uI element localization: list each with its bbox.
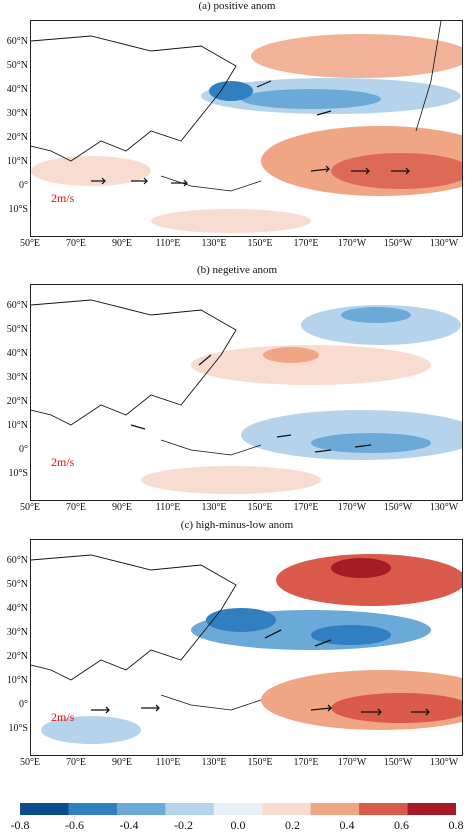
lon-label: 130°W [429,502,459,513]
lon-label: 50°E [19,757,41,768]
panel-b-scale-label: 2m/s [51,455,75,469]
lon-label: 70°E [65,502,87,513]
lat-label: 0° [19,699,28,710]
lon-label: 170°W [337,757,367,768]
lat-label: 60°N [6,300,28,311]
lat-label: 40°N [6,348,28,359]
colorbar-segment [213,803,263,815]
lat-label: 50°N [6,324,28,335]
lon-label: 130°W [429,757,459,768]
lat-label: 0° [19,444,28,455]
lat-label: 30°N [6,108,28,119]
map-panel-a: 2m/s [30,20,463,237]
lat-label: 60°N [6,555,28,566]
map-c-svg [31,554,462,744]
lon-label: 50°E [19,238,41,249]
colorbar-tick-label: 0.0 [230,818,246,832]
colorbar-tick-label: -0.6 [65,818,84,832]
lat-label: 0° [19,180,28,191]
lat-label: 20°N [6,396,28,407]
colorbar-segment [20,803,69,815]
lat-label: 30°N [6,627,28,638]
lon-label: 170°E [293,757,319,768]
lat-label: 10°N [6,156,28,167]
colorbar-tick-label: -0.8 [10,818,30,832]
lon-label: 150°E [247,757,273,768]
colorbar-segment [68,803,118,815]
colorbar-segment [359,803,409,815]
lon-label: 110°E [155,238,181,249]
lat-label: 20°N [6,132,28,143]
map-panel-b: 2m/s [30,284,463,501]
lon-label: 90°E [111,502,133,513]
lat-label: 50°N [6,579,28,590]
colorbar-segment [310,803,360,815]
colorbar-tick-label: -0.4 [119,818,139,832]
lat-label: 10°S [8,204,28,215]
lon-label: 70°E [65,238,87,249]
lat-label: 10°S [8,468,28,479]
colorbar-tick-label: 0.6 [394,818,409,832]
lon-label: 150°E [247,502,273,513]
lat-label: 10°S [8,723,28,734]
lon-label: 90°E [111,238,133,249]
lon-label: 90°E [111,757,133,768]
lon-label: 170°W [337,502,367,513]
lon-label: 130°W [429,238,459,249]
colorbar [20,803,456,815]
lat-label: 20°N [6,651,28,662]
colorbar-tick-label: -0.2 [174,818,193,832]
lat-label: 10°N [6,420,28,431]
panel-b-title: (b) negetive anom [196,264,278,276]
lon-label: 150°E [247,238,273,249]
colorbar-segment [262,803,312,815]
lat-label: 30°N [6,372,28,383]
map-panel-c: 2m/s [30,539,463,756]
lon-label: 110°E [155,757,181,768]
colorbar-tick-label: 0.4 [339,818,355,832]
colorbar-tick-label: 0.8 [448,818,464,832]
lon-label: 130°E [201,238,227,249]
lon-label: 170°W [337,238,367,249]
lon-label: 50°E [19,502,41,513]
panel-a-title: (a) positive anom [198,0,276,12]
lat-label: 40°N [6,84,28,95]
lon-label: 150°W [383,238,413,249]
panel-c-scale-label: 2m/s [51,710,75,724]
colorbar-tick-label: 0.2 [285,818,300,832]
colorbar-segment [407,803,456,815]
lon-label: 70°E [65,757,87,768]
map-b-svg [31,299,462,494]
lon-label: 130°E [201,502,227,513]
map-a-svg [31,21,462,233]
lon-label: 150°W [383,757,413,768]
colorbar-segment [116,803,166,815]
lon-label: 130°E [201,757,227,768]
panel-c-title: (c) high-minus-low anom [180,519,294,531]
lon-label: 150°W [383,502,413,513]
lon-label: 110°E [155,502,181,513]
colorbar-segment [165,803,215,815]
lon-label: 170°E [293,238,319,249]
lon-label: 170°E [293,502,319,513]
lat-label: 50°N [6,60,28,71]
lat-label: 40°N [6,603,28,614]
panel-a-scale-label: 2m/s [51,191,75,205]
lat-label: 60°N [6,36,28,47]
lat-label: 10°N [6,675,28,686]
